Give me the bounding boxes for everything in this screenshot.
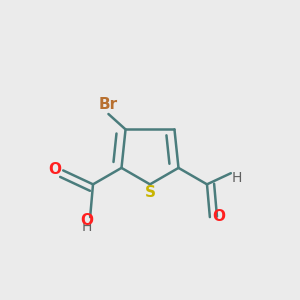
- Text: H: H: [231, 171, 242, 185]
- Text: O: O: [80, 213, 93, 228]
- Text: Br: Br: [99, 97, 118, 112]
- Text: O: O: [212, 209, 225, 224]
- Text: S: S: [145, 185, 156, 200]
- Text: H: H: [82, 220, 92, 234]
- Text: O: O: [48, 162, 61, 177]
